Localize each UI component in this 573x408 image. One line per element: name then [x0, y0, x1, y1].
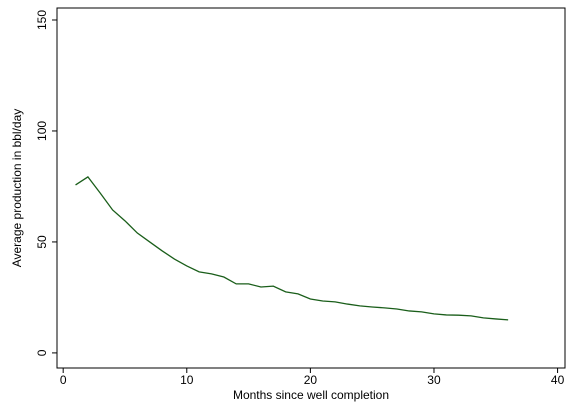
- data-line: [75, 176, 509, 321]
- y-tick-label: 50: [35, 235, 49, 249]
- x-tick-label: 30: [427, 373, 441, 387]
- x-tick-label: 20: [304, 373, 318, 387]
- y-axis-label: Average production in bbl/day: [10, 109, 24, 268]
- y-tick-label: 150: [35, 10, 49, 30]
- x-axis-label: Months since well completion: [233, 388, 389, 402]
- x-tick-label: 40: [551, 373, 565, 387]
- plot-frame: [56, 7, 566, 369]
- y-tick-label: 0: [35, 349, 49, 356]
- y-tick-label: 100: [35, 121, 49, 141]
- x-tick-label: 0: [60, 373, 67, 387]
- x-tick-label: 10: [180, 373, 194, 387]
